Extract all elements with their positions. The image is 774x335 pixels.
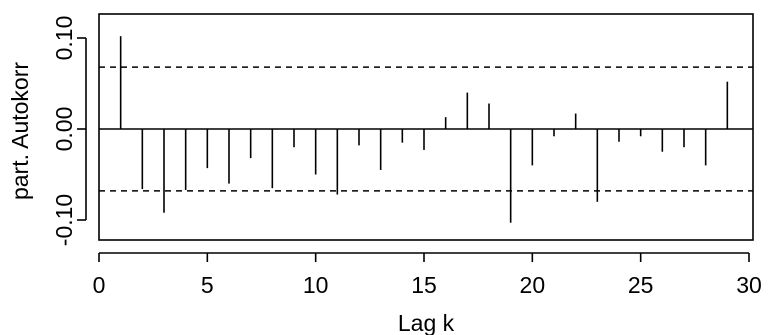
x-axis: 0 5 10 15 20 25 30: [93, 252, 762, 298]
x-tick-label: 10: [303, 272, 329, 298]
x-tick-label: 15: [411, 272, 437, 298]
x-tick-label: 20: [520, 272, 546, 298]
x-axis-label: Lag k: [398, 310, 455, 335]
x-tick-label: 30: [736, 272, 762, 298]
pacf-spikes: [119, 36, 729, 223]
confidence-bands: [99, 66, 753, 192]
y-tick-label: -0.10: [51, 194, 77, 246]
x-tick-label: 0: [93, 272, 106, 298]
y-tick-label: 0.10: [51, 16, 77, 61]
plot-frame: [98, 13, 754, 241]
x-tick-label: 25: [628, 272, 654, 298]
x-tick-label: 5: [201, 272, 214, 298]
y-axis: -0.10 0.00 0.10: [51, 16, 87, 246]
y-axis-label: part. Autokorr: [7, 62, 33, 200]
y-tick-label: 0.00: [51, 107, 77, 152]
